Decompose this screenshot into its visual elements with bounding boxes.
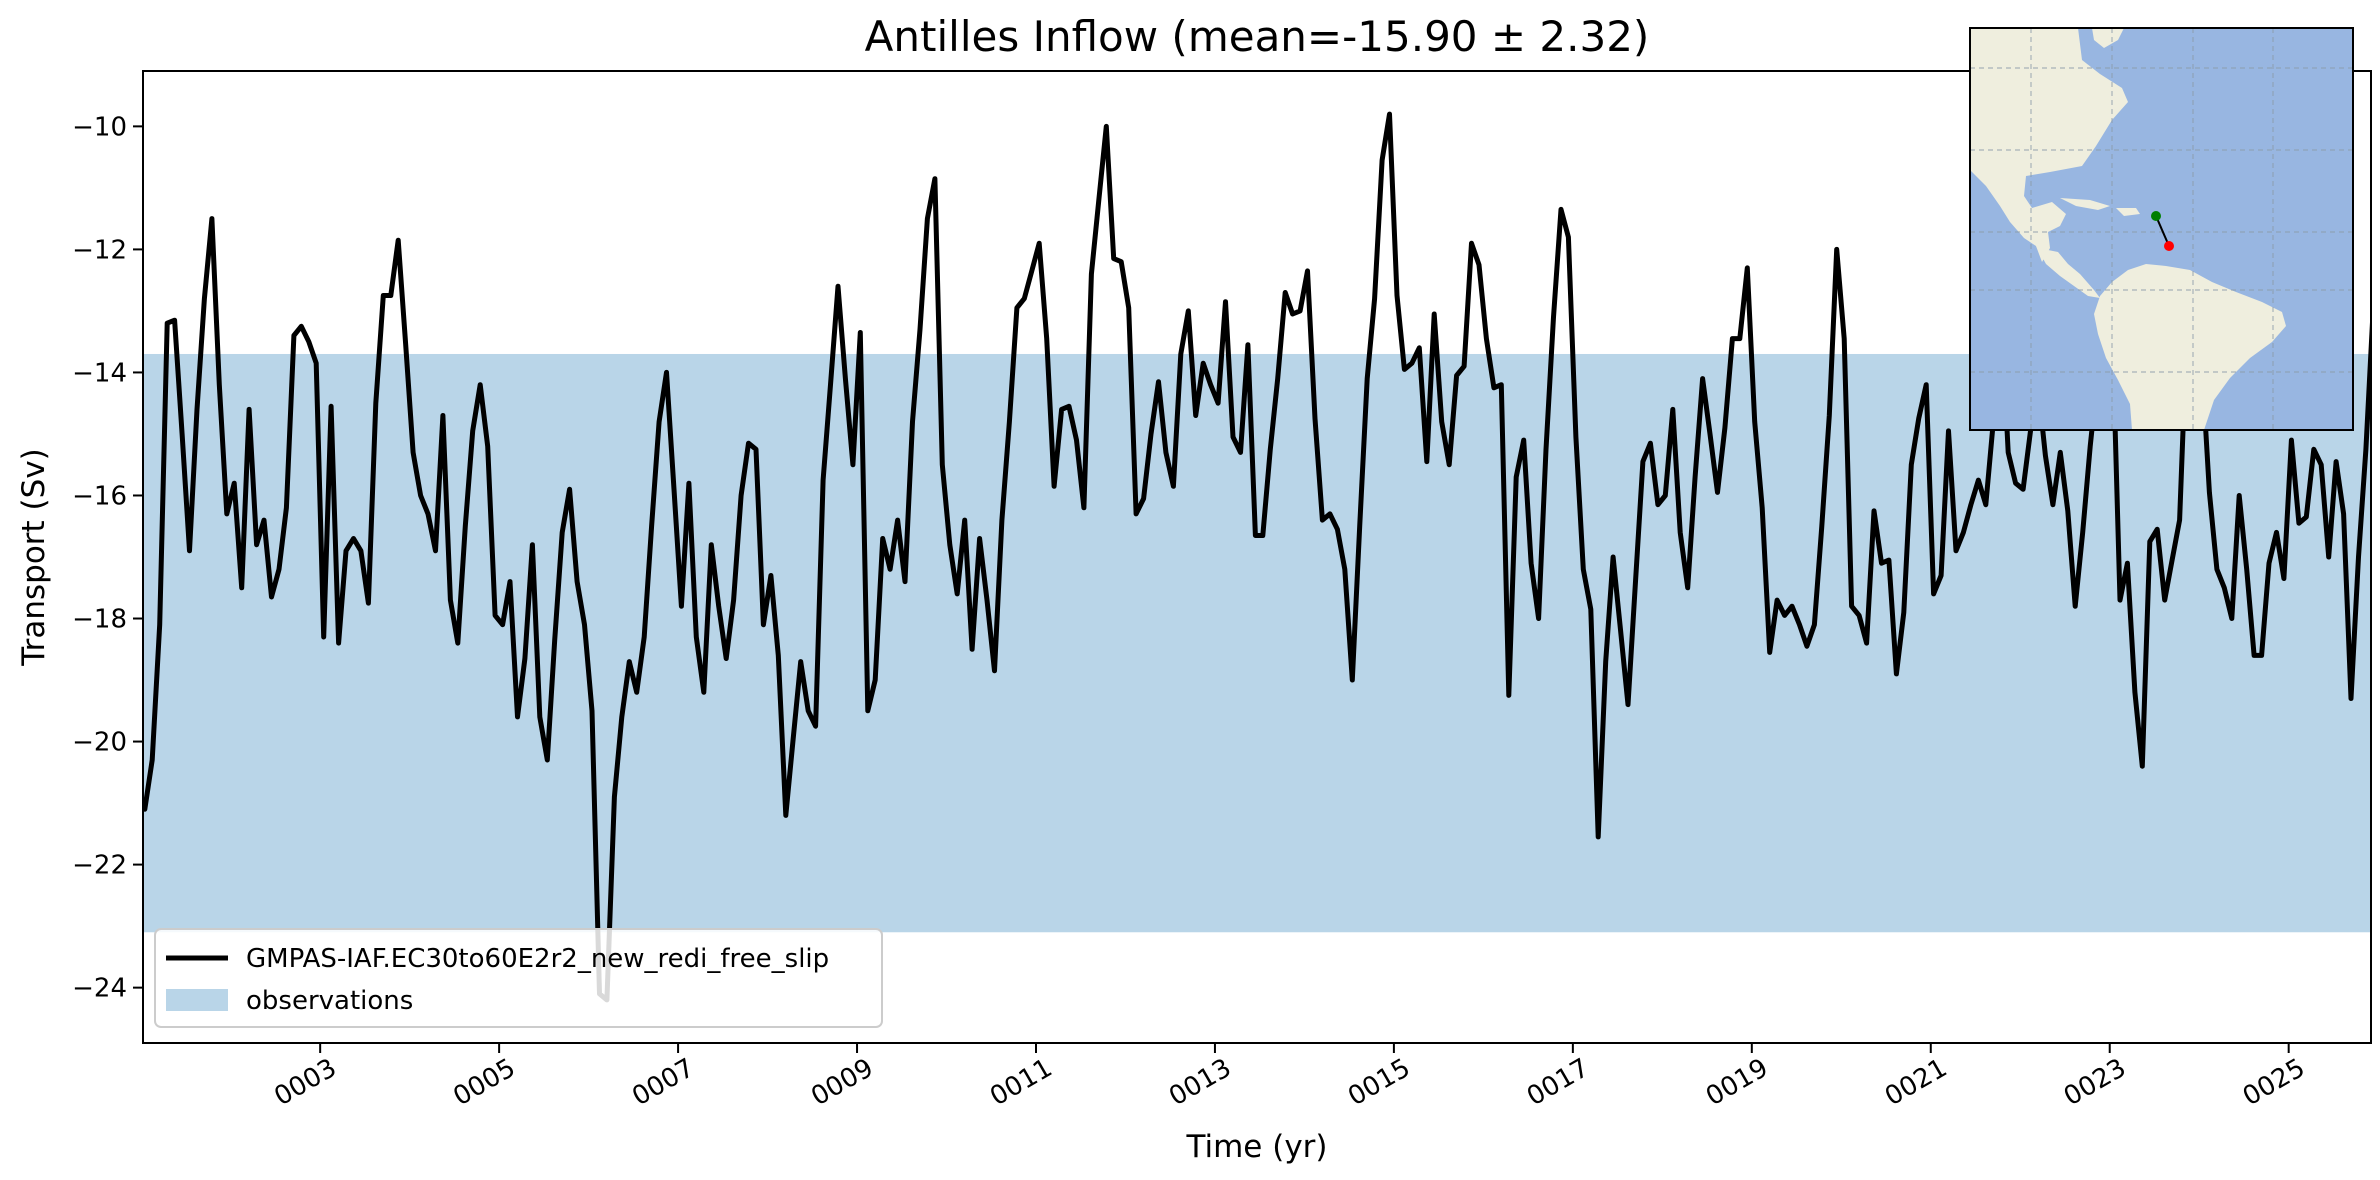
map-transect-line: [2155, 215, 2170, 247]
x-tick-label: 0003: [269, 1053, 341, 1112]
legend-observations-swatch: [166, 989, 228, 1011]
x-axis-label: Time (yr): [1186, 1129, 1328, 1165]
y-tick-label: −14: [72, 358, 127, 388]
x-tick-label: 0013: [1164, 1053, 1236, 1112]
x-tick-label: 0005: [448, 1053, 520, 1112]
map-frame: [1969, 27, 2354, 431]
map-land-south-america: [2094, 264, 2286, 430]
map-transect-end-point: [2164, 241, 2174, 251]
series-line: [143, 111, 2371, 1003]
x-tick-label: 0015: [1343, 1053, 1415, 1112]
x-tick-label: 0023: [2059, 1053, 2131, 1112]
map-land-greenland: [2092, 28, 2124, 48]
chart-title: Antilles Inflow (mean=-15.90 ± 2.32): [865, 12, 1650, 61]
x-tick-label: 0009: [806, 1053, 878, 1112]
y-tick-label: −16: [72, 481, 127, 511]
x-tick-label: 0011: [985, 1053, 1057, 1112]
y-tick-label: −20: [72, 728, 127, 758]
legend-series-label: GMPAS-IAF.EC30to60E2r2_new_redi_free_sli…: [246, 944, 829, 974]
map-transect-start-point: [2151, 211, 2161, 221]
x-tick-label: 0017: [1522, 1053, 1594, 1112]
y-axis-ticks: −24 −22 −20 −18 −16 −14 −12 −10: [72, 112, 143, 1004]
y-tick-label: −10: [72, 112, 127, 142]
inset-map: [1969, 27, 2354, 431]
y-tick-label: −18: [72, 605, 127, 635]
y-tick-label: −24: [72, 974, 127, 1004]
x-axis-ticks: 0003 0005 0007 0009 0011 0013 0015 0017 0019 0021…: [269, 1043, 2310, 1112]
x-tick-label: 0021: [1880, 1053, 1952, 1112]
map-land-north-america: [1970, 28, 2128, 262]
map-land-cuba: [2060, 198, 2110, 210]
x-tick-label: 0025: [2238, 1053, 2310, 1112]
plot-frame: [142, 70, 2372, 1044]
y-axis-label: Transport (Sv): [16, 448, 52, 667]
y-tick-label: −12: [72, 235, 127, 265]
x-tick-label: 0007: [627, 1053, 699, 1112]
map-land-hispaniola: [2116, 208, 2140, 216]
x-tick-label: 0019: [1701, 1053, 1773, 1112]
legend: GMPAS-IAF.EC30to60E2r2_new_redi_free_sli…: [154, 928, 883, 1028]
legend-box: [154, 928, 883, 1028]
map-land-central-america: [2036, 246, 2100, 298]
y-tick-label: −22: [72, 851, 127, 881]
map-graticule: [1970, 28, 2353, 430]
legend-observations-label: observations: [246, 986, 413, 1016]
observations-band: [143, 353, 2371, 933]
